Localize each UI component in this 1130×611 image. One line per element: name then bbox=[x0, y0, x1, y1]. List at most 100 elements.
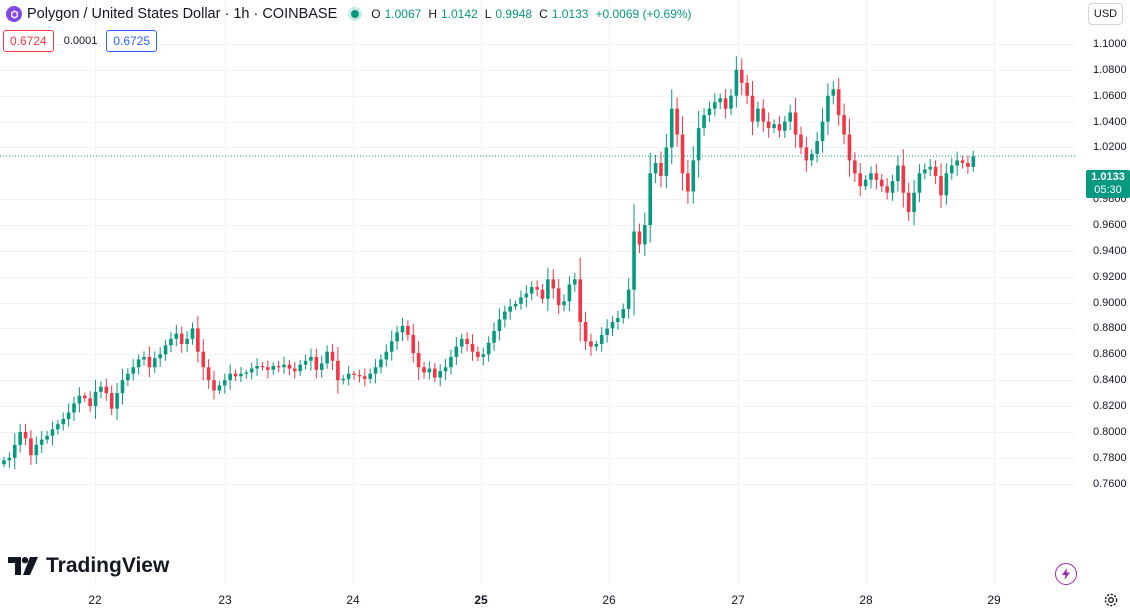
candle-body bbox=[93, 391, 98, 407]
candle-body bbox=[960, 160, 965, 163]
tradingview-watermark[interactable]: TradingView bbox=[8, 554, 169, 578]
y-tick-label: 1.0600 bbox=[1093, 89, 1127, 102]
candle-body bbox=[389, 341, 394, 352]
candle-body bbox=[486, 342, 491, 355]
candle-body bbox=[826, 95, 830, 122]
candle bbox=[77, 387, 82, 413]
candle bbox=[842, 103, 846, 145]
candle bbox=[745, 74, 749, 105]
candle bbox=[519, 290, 523, 310]
candle bbox=[718, 93, 723, 110]
candle-body bbox=[713, 102, 717, 109]
candle bbox=[362, 368, 367, 387]
candle bbox=[761, 99, 766, 133]
candle-body bbox=[115, 393, 119, 409]
candle-body bbox=[643, 225, 647, 245]
candle-body bbox=[169, 338, 173, 346]
candle-body bbox=[244, 372, 249, 374]
candle-body bbox=[669, 108, 674, 148]
ohlc-open-label: O bbox=[371, 7, 381, 21]
sell-button[interactable]: 0.6724 bbox=[3, 30, 54, 52]
candle bbox=[276, 360, 281, 373]
candle bbox=[756, 101, 760, 128]
candle-body bbox=[955, 160, 959, 166]
watermark-text: TradingView bbox=[46, 554, 170, 577]
y-tick-label: 0.8600 bbox=[1093, 348, 1127, 361]
candle-body bbox=[298, 364, 302, 372]
candle-body bbox=[809, 153, 814, 161]
lightning-icon[interactable] bbox=[1055, 563, 1077, 585]
candle bbox=[567, 276, 572, 312]
candle bbox=[7, 452, 12, 468]
currency-button[interactable]: USD bbox=[1088, 3, 1123, 25]
candle-body bbox=[174, 333, 179, 339]
candle bbox=[309, 348, 313, 371]
candle-body bbox=[395, 332, 399, 342]
candle-body bbox=[352, 373, 356, 376]
candle-body bbox=[212, 380, 216, 391]
candle bbox=[664, 133, 669, 189]
candle-body bbox=[12, 444, 17, 458]
candle bbox=[179, 326, 184, 353]
candle-body bbox=[368, 373, 372, 379]
y-tick-label: 1.0400 bbox=[1093, 115, 1127, 128]
candle bbox=[282, 356, 286, 374]
x-tick-label: 29 bbox=[987, 593, 1001, 607]
candle-body bbox=[756, 108, 760, 122]
candle bbox=[508, 298, 512, 320]
candlestick-chart[interactable] bbox=[0, 0, 1075, 585]
candle-body bbox=[2, 460, 6, 465]
candle bbox=[120, 368, 125, 405]
candle bbox=[303, 354, 308, 370]
candle-body bbox=[546, 279, 550, 299]
candle bbox=[82, 392, 87, 402]
candle bbox=[330, 343, 335, 371]
candle bbox=[680, 116, 685, 191]
candle bbox=[115, 383, 119, 420]
candle bbox=[713, 92, 717, 117]
candle bbox=[707, 101, 712, 122]
y-tick-label: 0.9400 bbox=[1093, 244, 1127, 257]
candle bbox=[45, 430, 49, 444]
candle bbox=[939, 163, 943, 208]
ohlc-high: 1.0142 bbox=[441, 7, 478, 21]
candle-body bbox=[632, 231, 636, 290]
candle bbox=[497, 308, 502, 341]
candle bbox=[626, 278, 631, 319]
candle bbox=[772, 119, 776, 134]
candle-body bbox=[680, 134, 685, 174]
candle-body bbox=[190, 328, 195, 339]
candle-body bbox=[949, 165, 954, 174]
candle-body bbox=[61, 418, 66, 425]
candle bbox=[147, 346, 152, 378]
candle bbox=[314, 348, 319, 379]
candle-body bbox=[357, 375, 362, 377]
candle bbox=[723, 88, 728, 119]
candle bbox=[616, 310, 620, 330]
y-tick-label: 0.8800 bbox=[1093, 322, 1127, 335]
ohlc-open: 1.0067 bbox=[384, 7, 422, 21]
candle bbox=[583, 311, 588, 351]
candle-body bbox=[686, 173, 690, 192]
candle bbox=[427, 361, 432, 380]
candle bbox=[669, 89, 674, 164]
candle-body bbox=[874, 173, 879, 180]
chart-area[interactable] bbox=[0, 0, 1075, 585]
candle bbox=[906, 182, 911, 221]
candle bbox=[648, 152, 652, 243]
candle-body bbox=[820, 121, 825, 141]
buy-button[interactable]: 0.6725 bbox=[106, 30, 158, 52]
candle bbox=[675, 97, 679, 147]
last-price: 1.0133 bbox=[1091, 171, 1125, 183]
candle-body bbox=[109, 393, 114, 409]
candle bbox=[23, 423, 28, 446]
candle bbox=[928, 158, 933, 177]
x-tick-label: 22 bbox=[88, 593, 102, 607]
candle-body bbox=[707, 108, 712, 116]
candle bbox=[556, 279, 561, 315]
candle bbox=[653, 154, 658, 184]
symbol-title[interactable]: Polygon / United States Dollar · 1h · CO… bbox=[27, 6, 338, 22]
gear-icon[interactable] bbox=[1103, 592, 1119, 608]
candle bbox=[39, 430, 44, 454]
y-tick-label: 1.0200 bbox=[1093, 141, 1127, 154]
